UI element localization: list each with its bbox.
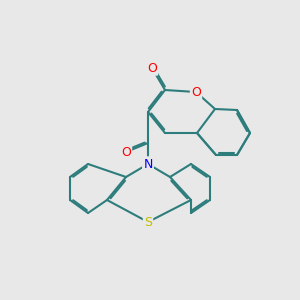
Text: N: N (143, 158, 153, 170)
Text: O: O (191, 85, 201, 98)
Text: O: O (147, 61, 157, 74)
Text: S: S (144, 215, 152, 229)
Text: O: O (121, 146, 131, 158)
